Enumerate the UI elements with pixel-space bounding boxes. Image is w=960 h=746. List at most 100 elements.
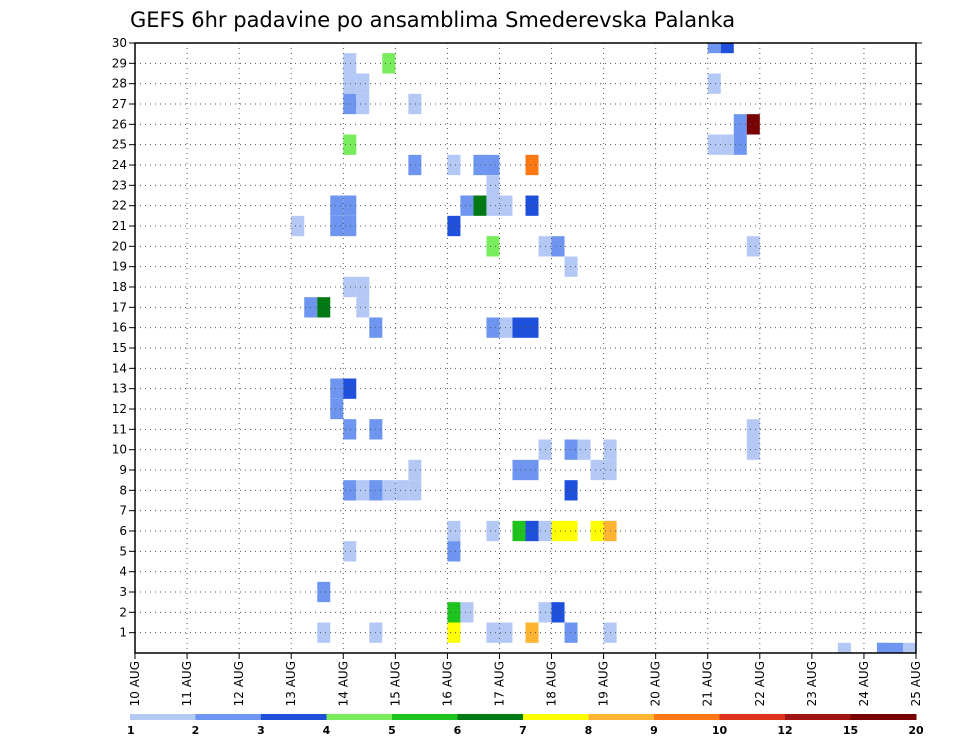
y-tick-label: 13 — [112, 382, 127, 396]
heatmap-cell — [746, 114, 760, 135]
colorbar-label: 9 — [650, 724, 658, 737]
heatmap-cell — [447, 154, 461, 176]
y-tick-label: 17 — [112, 300, 127, 314]
colorbar-label: 8 — [585, 724, 593, 737]
x-tick-label: 15 AUG — [388, 661, 402, 706]
y-tick-label: 27 — [112, 97, 127, 111]
y-tick-label: 1 — [119, 626, 127, 640]
heatmap-cell — [343, 541, 357, 562]
y-tick-label: 5 — [119, 544, 127, 558]
heatmap-cell — [343, 276, 357, 298]
heatmap-cell — [525, 317, 539, 338]
heatmap-cell — [525, 195, 539, 216]
heatmap-cell — [551, 602, 565, 623]
colorbar-segment — [392, 714, 458, 720]
heatmap-cell — [343, 53, 357, 74]
heatmap-cell — [551, 236, 565, 257]
heatmap-cell — [564, 622, 578, 643]
colorbar-segment — [130, 714, 196, 720]
y-tick-label: 30 — [112, 36, 127, 50]
colorbar-label: 3 — [257, 724, 265, 737]
heatmap-cell — [330, 378, 344, 399]
heatmap-cell — [343, 93, 357, 115]
heatmap-cell — [382, 480, 396, 501]
x-tick-label: 10 AUG — [128, 661, 142, 706]
heatmap-cell — [564, 439, 578, 460]
colorbar-segment — [785, 714, 851, 720]
heatmap-cell — [395, 480, 409, 501]
heatmap-cell — [512, 317, 526, 338]
y-tick-label: 18 — [112, 280, 127, 294]
y-tick-label: 15 — [112, 341, 127, 355]
heatmap-cell — [525, 520, 539, 542]
y-tick-label: 4 — [119, 565, 127, 579]
heatmap-cell — [343, 215, 357, 237]
y-tick-label: 7 — [119, 504, 127, 518]
heatmap-cell — [343, 73, 357, 94]
x-tick-label: 19 AUG — [597, 661, 611, 706]
y-tick-label: 23 — [112, 178, 127, 192]
heatmap-cell — [564, 520, 578, 542]
x-tick-label: 21 AUG — [701, 661, 715, 706]
y-tick-label: 12 — [112, 402, 127, 416]
y-tick-label: 25 — [112, 138, 127, 152]
colorbar-label: 10 — [712, 724, 728, 737]
x-tick-label: 16 AUG — [440, 661, 454, 706]
heatmap-cell — [291, 215, 305, 237]
y-tick-label: 3 — [119, 585, 127, 599]
colorbar-segment — [261, 714, 327, 720]
heatmap-cell — [707, 134, 721, 155]
heatmap-cell — [525, 622, 539, 643]
heatmap-cell — [512, 459, 526, 481]
y-tick-label: 24 — [112, 158, 127, 172]
heatmap-cell — [356, 93, 370, 115]
colorbar-segment — [523, 714, 589, 720]
colorbar-segment — [588, 714, 655, 720]
colorbar-segment — [195, 714, 262, 720]
heatmap-cell — [876, 642, 890, 653]
heatmap-cell — [577, 439, 591, 460]
heatmap-cell — [486, 154, 500, 176]
heatmap-cell — [447, 541, 461, 562]
heatmap-cell — [473, 154, 487, 176]
colorbar-label: 5 — [388, 724, 396, 737]
heatmap-cell — [837, 642, 851, 653]
heatmap-cell — [343, 419, 357, 440]
heatmap-cell — [447, 215, 461, 237]
heatmap-cell — [707, 73, 721, 94]
heatmap-cell — [343, 195, 357, 216]
colorbar-label: 4 — [323, 724, 331, 737]
heatmap-cell — [408, 459, 422, 481]
heatmap-cell — [486, 195, 500, 216]
y-tick-label: 21 — [112, 219, 127, 233]
heatmap-cell — [486, 317, 500, 338]
heatmap-cell — [317, 581, 331, 603]
y-tick-label: 29 — [112, 56, 127, 70]
x-tick-label: 22 AUG — [753, 661, 767, 706]
y-tick-label: 11 — [112, 422, 127, 436]
heatmap-cell — [590, 520, 604, 542]
heatmap-cell — [343, 480, 357, 501]
y-tick-label: 19 — [112, 260, 127, 274]
colorbar-segment — [654, 714, 720, 720]
heatmap-cell — [473, 195, 487, 216]
heatmap-cell — [746, 236, 760, 257]
heatmap-cell — [343, 378, 357, 399]
heatmap-cell — [317, 622, 331, 643]
heatmap-cell — [460, 602, 474, 623]
heatmap-cell — [486, 520, 500, 542]
x-tick-label: 24 AUG — [857, 661, 871, 706]
colorbar-label: 20 — [908, 724, 924, 737]
heatmap-cell — [447, 520, 461, 542]
x-tick-label: 25 AUG — [909, 661, 923, 706]
heatmap-cell — [317, 297, 331, 318]
colorbar-label: 2 — [192, 724, 200, 737]
colorbar-segment — [326, 714, 393, 720]
heatmap-cell — [525, 154, 539, 176]
heatmap-cell — [356, 480, 370, 501]
y-tick-label: 10 — [112, 443, 127, 457]
heatmap-cell — [746, 419, 760, 440]
heatmap-cell — [408, 93, 422, 115]
